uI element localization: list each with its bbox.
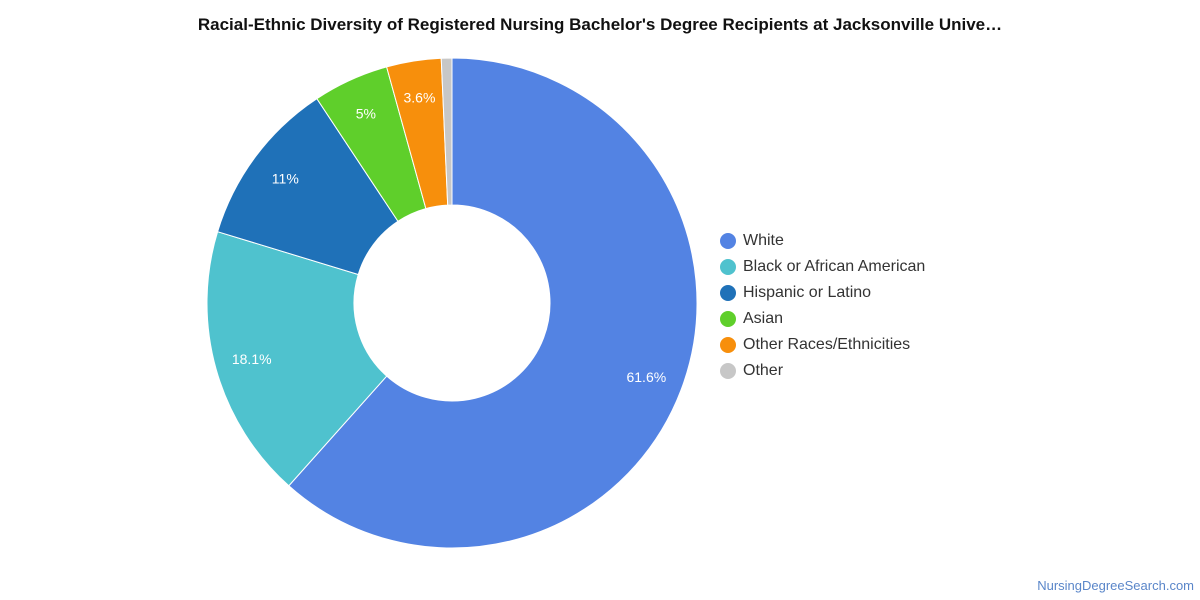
- legend-label: Other: [743, 362, 784, 379]
- chart-title: Racial-Ethnic Diversity of Registered Nu…: [197, 15, 1003, 34]
- donut-slice-2[interactable]: [206, 231, 388, 487]
- legend-swatch: [720, 311, 736, 327]
- source-credit[interactable]: NursingDegreeSearch.com: [1037, 578, 1194, 593]
- donut-slice-1[interactable]: [288, 57, 698, 549]
- slice-data-label: 3.6%: [404, 90, 436, 106]
- legend-item[interactable]: Asian: [720, 306, 925, 332]
- legend-swatch: [720, 363, 736, 379]
- slice-data-label: 61.6%: [626, 369, 666, 385]
- legend-label: Hispanic or Latino: [743, 284, 872, 301]
- legend-swatch: [720, 285, 736, 301]
- donut-slice-6[interactable]: [440, 57, 453, 206]
- legend-label: Asian: [743, 310, 784, 327]
- slice-data-label: 18.1%: [232, 351, 272, 367]
- legend-swatch: [720, 337, 736, 353]
- slice-data-label: 11%: [272, 171, 299, 187]
- legend-item[interactable]: White: [720, 228, 925, 254]
- legend-label: Black or African American: [743, 258, 926, 275]
- slice-data-label: 5%: [356, 106, 376, 122]
- legend-label: White: [743, 232, 784, 249]
- legend-item[interactable]: Black or African American: [720, 254, 925, 280]
- legend-label: Other Races/Ethnicities: [743, 336, 911, 353]
- legend-item[interactable]: Other: [720, 358, 925, 384]
- legend-swatch: [720, 233, 736, 249]
- legend-swatch: [720, 259, 736, 275]
- legend-item[interactable]: Hispanic or Latino: [720, 280, 925, 306]
- chart-legend: White Black or African American Hispanic o…: [720, 228, 925, 384]
- legend-item[interactable]: Other Races/Ethnicities: [720, 332, 925, 358]
